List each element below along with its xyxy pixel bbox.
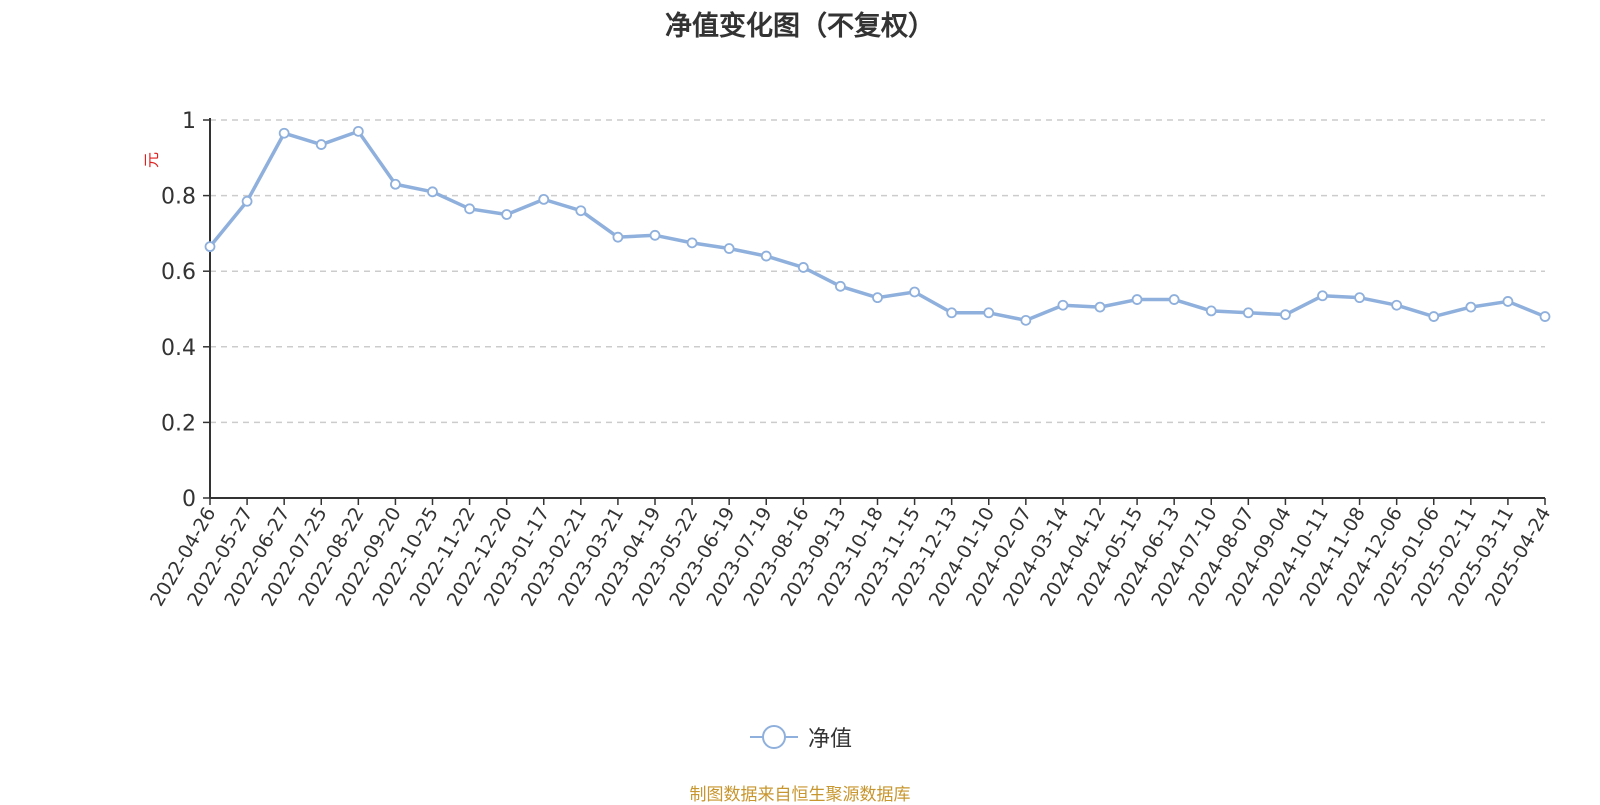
data-point[interactable] [1057, 299, 1069, 311]
data-point[interactable] [649, 229, 661, 241]
data-point[interactable] [909, 286, 920, 298]
data-point[interactable] [835, 280, 846, 292]
data-point[interactable] [1131, 294, 1143, 305]
data-point[interactable] [872, 292, 883, 304]
data-point[interactable] [390, 178, 401, 190]
data-point[interactable] [464, 203, 475, 215]
data-point[interactable] [686, 237, 698, 249]
gridlines [210, 119, 1545, 424]
data-point[interactable] [1280, 309, 1291, 321]
y-tick-label: 0.6 [161, 260, 196, 285]
data-point[interactable] [1354, 292, 1365, 304]
data-point[interactable] [575, 205, 587, 217]
chart-title: 净值变化图（不复权） [665, 11, 935, 42]
data-point[interactable] [797, 262, 809, 273]
y-tick-label: 0 [182, 487, 196, 512]
data-point[interactable] [352, 125, 364, 137]
data-point[interactable] [1502, 296, 1514, 307]
data-point[interactable] [315, 139, 327, 150]
legend-line-marker-icon [750, 725, 798, 749]
data-point[interactable] [1242, 307, 1254, 319]
data-point[interactable] [723, 243, 735, 254]
legend[interactable]: 净值 [750, 722, 852, 752]
series-net-value [204, 125, 1551, 326]
data-point[interactable] [204, 241, 216, 253]
data-point[interactable] [1168, 294, 1180, 305]
data-point[interactable] [1205, 305, 1217, 317]
y-tick-label: 1 [182, 109, 196, 134]
data-point[interactable] [1428, 311, 1440, 322]
y-tick-label: 0.2 [161, 411, 196, 436]
data-point[interactable] [983, 307, 995, 319]
data-point[interactable] [946, 307, 958, 319]
data-point[interactable] [1317, 290, 1328, 302]
series-line-net-value [208, 129, 1546, 323]
data-point[interactable] [1391, 299, 1403, 311]
data-point[interactable] [427, 186, 438, 198]
data-point[interactable] [538, 193, 550, 205]
data-source-note: 制图数据来自恒生聚源数据库 [689, 785, 911, 805]
data-point[interactable] [1020, 314, 1032, 326]
data-point[interactable] [760, 250, 772, 262]
data-point[interactable] [241, 195, 253, 207]
data-point[interactable] [278, 127, 290, 139]
data-point[interactable] [501, 209, 513, 220]
data-point[interactable] [1465, 301, 1477, 313]
data-point[interactable] [1094, 301, 1106, 313]
legend-label: 净值 [808, 727, 853, 752]
y-axis-label: 元 [142, 152, 161, 168]
data-point[interactable] [1539, 311, 1551, 322]
y-tick-label: 0.4 [161, 336, 196, 361]
axes: 00.20.40.60.812022-04-262022-05-272022-0… [146, 109, 1555, 610]
y-tick-label: 0.8 [161, 185, 196, 210]
data-point[interactable] [612, 231, 624, 243]
